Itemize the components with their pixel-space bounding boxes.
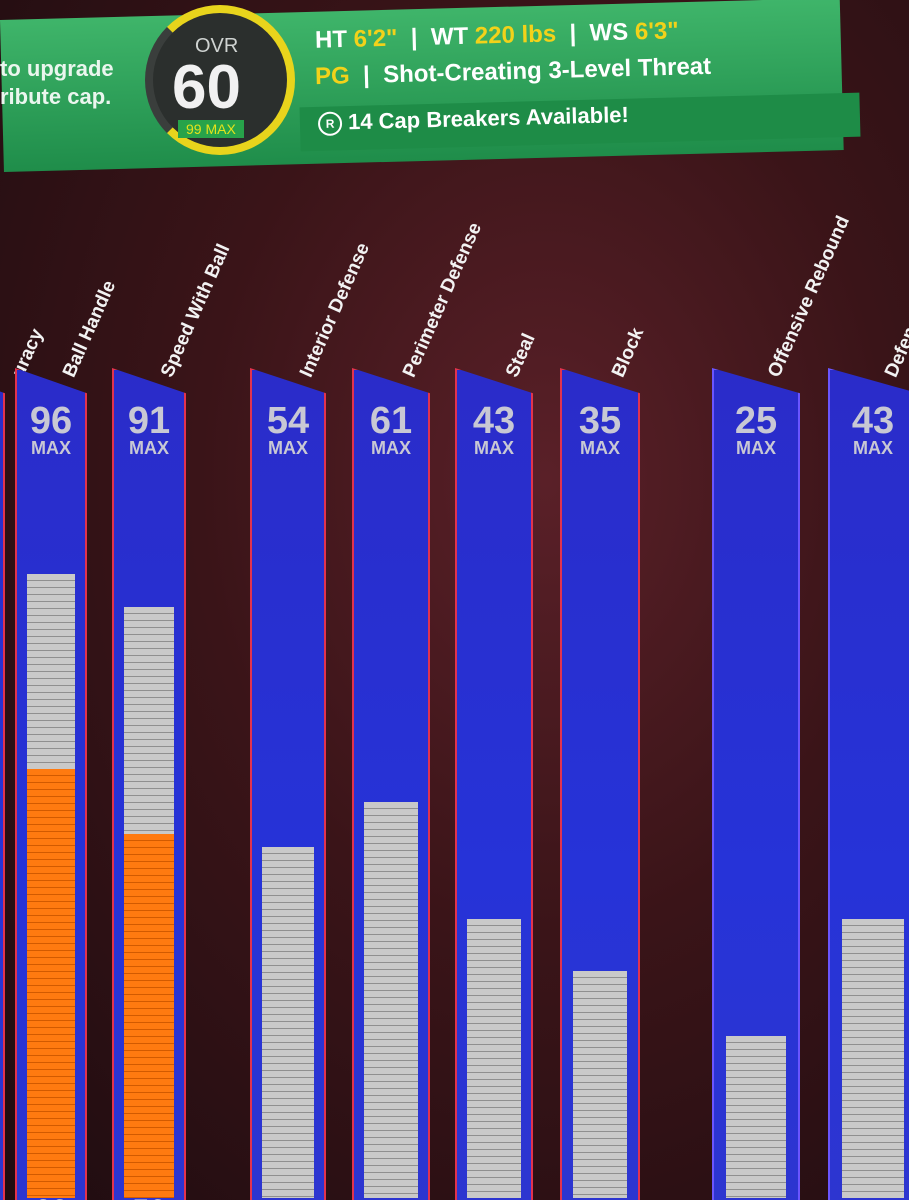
ws: 6'3" [634, 17, 680, 46]
ws-label: WS [589, 18, 629, 47]
hint-line: ribute cap. [0, 84, 112, 109]
position: PG [314, 62, 351, 91]
attribute-label: uracy [8, 325, 48, 381]
attribute-column: 43 MAX [455, 368, 533, 1200]
max-value: 61 [369, 400, 413, 442]
wt-label: WT [430, 22, 469, 51]
attribute-column: 25 MAX [712, 368, 800, 1200]
current-value: 56 [114, 1194, 184, 1200]
attribute-column: 61 MAX [352, 368, 430, 1200]
attribute-column: 43 MAX [828, 368, 909, 1200]
max-value: 54 [266, 400, 310, 442]
max-label: MAX [371, 438, 411, 458]
attribute-label: Block [608, 324, 649, 381]
icon: R [317, 111, 343, 137]
ovr-max: 99 MAX [178, 120, 244, 138]
cap-bar [467, 918, 521, 1198]
separator: | [569, 19, 577, 48]
max-value: 35 [578, 400, 622, 442]
max-label: MAX [853, 438, 893, 458]
hint-line: to upgrade [0, 56, 114, 81]
attribute-label: Offensive Rebound [764, 212, 855, 381]
max-value: 96 [29, 400, 73, 442]
cap-bar [572, 970, 628, 1198]
current-bar [123, 834, 175, 1198]
attribute-column [0, 368, 5, 1200]
cap-bar [842, 918, 904, 1198]
max-value: 43 [472, 400, 516, 442]
separator: | [410, 24, 418, 52]
cap-bar [262, 847, 314, 1198]
max-label: MAX [31, 438, 71, 458]
attribute-label: Defen [881, 323, 909, 381]
ovr-label: OVR [195, 35, 239, 57]
max-value: 91 [127, 400, 171, 442]
attribute-label: Steal [502, 330, 540, 381]
wt: 220 lbs [474, 20, 557, 50]
current-value: 66 [17, 1194, 85, 1200]
attribute-label: Interior Defense [296, 239, 375, 381]
ht: 6'2" [353, 24, 398, 53]
attribute-label: Speed With Ball [157, 240, 235, 381]
max-value: 25 [734, 400, 778, 442]
max-value: 43 [851, 400, 895, 442]
attribute-label: Ball Handle [59, 277, 121, 381]
ht-label: HT [314, 25, 348, 54]
max-label: MAX [268, 438, 308, 458]
max-label: MAX [736, 438, 776, 458]
attribute-column: 35 MAX [560, 368, 640, 1200]
attribute-column: 54 MAX [250, 368, 326, 1200]
cap-bar [725, 1035, 787, 1198]
hint: to upgrade ribute cap. [0, 55, 114, 111]
ovr-value: 60 [172, 53, 241, 122]
max-label: MAX [474, 438, 514, 458]
attribute-label: Perimeter Defense [399, 219, 487, 381]
max-label: MAX [129, 438, 169, 458]
current-bar [26, 769, 76, 1198]
separator: | [362, 61, 371, 89]
max-label: MAX [580, 438, 620, 458]
cap-bar [364, 801, 418, 1198]
